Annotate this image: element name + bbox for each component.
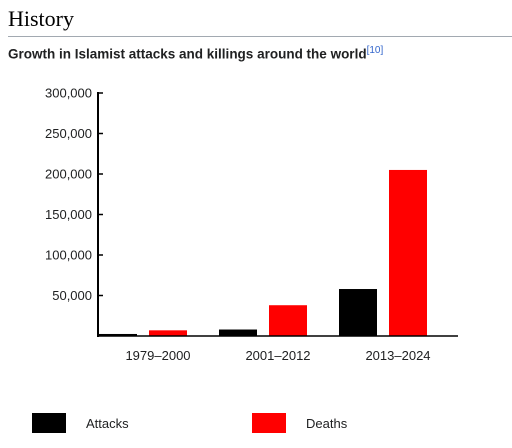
legend-label-deaths: Deaths	[306, 415, 348, 431]
bar-deaths-2	[269, 305, 307, 336]
section-heading: History	[8, 4, 512, 37]
y-tick-label: 150,000	[45, 207, 92, 222]
y-tick-label: 300,000	[45, 86, 92, 101]
y-tick-label: 250,000	[45, 126, 92, 141]
bar-deaths-1	[149, 330, 187, 336]
y-tick-label: 200,000	[45, 167, 92, 182]
legend-item-attacks: Attacks	[32, 412, 129, 434]
legend-label-attacks: Attacks	[86, 415, 129, 431]
x-tick-label: 1979–2000	[125, 348, 190, 363]
y-tick-label: 100,000	[45, 248, 92, 263]
legend-item-deaths: Deaths	[252, 412, 347, 434]
bar-attacks-1	[99, 333, 137, 336]
legend-swatch-deaths	[252, 413, 286, 433]
x-tick-label: 2013–2024	[365, 348, 430, 363]
bar-attacks-3	[339, 289, 377, 336]
bar-deaths-3	[389, 169, 427, 336]
y-tick-label: 50,000	[52, 288, 92, 303]
citation-link[interactable]: [10]	[366, 45, 384, 56]
x-tick-label: 2001–2012	[245, 348, 310, 363]
chart-caption: Growth in Islamist attacks and killings …	[8, 45, 383, 62]
legend-swatch-attacks	[32, 413, 66, 433]
chart-caption-text: Growth in Islamist attacks and killings …	[8, 46, 367, 62]
bar-attacks-2	[219, 329, 257, 336]
